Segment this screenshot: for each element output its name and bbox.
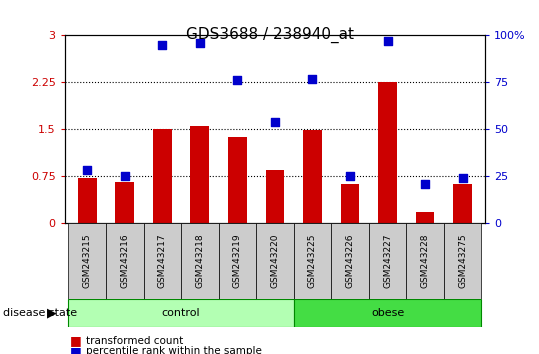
Bar [68, 299, 294, 327]
Point [345, 173, 354, 179]
Bar [369, 223, 406, 299]
Bar [115, 182, 134, 223]
Bar [106, 223, 143, 299]
Bar [378, 82, 397, 223]
Bar [190, 126, 209, 223]
Text: ■: ■ [70, 334, 82, 347]
Point [233, 78, 241, 83]
Bar [303, 131, 322, 223]
Point [383, 38, 392, 44]
Point [196, 40, 204, 46]
Bar [406, 223, 444, 299]
Text: disease state: disease state [3, 308, 77, 318]
Text: transformed count: transformed count [86, 336, 183, 346]
Bar [219, 223, 256, 299]
Text: GSM243275: GSM243275 [458, 234, 467, 289]
Text: GSM243226: GSM243226 [345, 234, 355, 288]
Text: GSM243225: GSM243225 [308, 234, 317, 288]
Point [421, 181, 430, 187]
Text: percentile rank within the sample: percentile rank within the sample [86, 346, 262, 354]
Bar [143, 223, 181, 299]
Bar [228, 137, 247, 223]
Bar [331, 223, 369, 299]
Bar [266, 170, 284, 223]
Point [458, 175, 467, 181]
Bar [453, 184, 472, 223]
Text: GDS3688 / 238940_at: GDS3688 / 238940_at [185, 27, 354, 43]
Text: GSM243228: GSM243228 [420, 234, 430, 288]
Text: ■: ■ [70, 345, 82, 354]
Bar [341, 184, 360, 223]
Bar [256, 223, 294, 299]
Text: obese: obese [371, 308, 404, 318]
Bar [181, 223, 219, 299]
Text: GSM243216: GSM243216 [120, 234, 129, 289]
Bar [416, 212, 434, 223]
Text: ▶: ▶ [47, 307, 57, 320]
Bar [153, 129, 171, 223]
Text: GSM243227: GSM243227 [383, 234, 392, 288]
Point [271, 119, 279, 125]
Bar [294, 299, 481, 327]
Text: GSM243217: GSM243217 [158, 234, 167, 289]
Point [120, 173, 129, 179]
Text: GSM243220: GSM243220 [271, 234, 279, 288]
Text: GSM243219: GSM243219 [233, 234, 242, 289]
Point [308, 76, 317, 81]
Bar [78, 178, 96, 223]
Text: control: control [162, 308, 201, 318]
Point [158, 42, 167, 47]
Bar [444, 223, 481, 299]
Bar [68, 223, 106, 299]
Bar [294, 223, 331, 299]
Text: GSM243215: GSM243215 [82, 234, 92, 289]
Point [83, 168, 92, 173]
Text: GSM243218: GSM243218 [195, 234, 204, 289]
